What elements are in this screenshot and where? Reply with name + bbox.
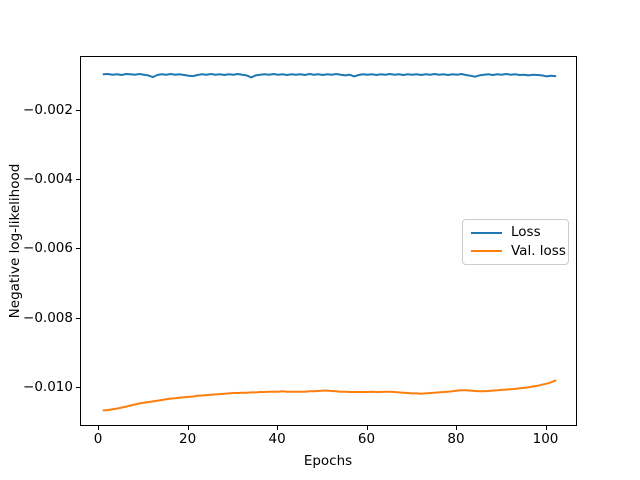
- x-tick-mark: [187, 426, 189, 430]
- x-tick-mark: [456, 426, 457, 430]
- x-tick-label: 40: [268, 431, 286, 447]
- x-tick-label: 0: [93, 431, 103, 447]
- y-tick-label: −0.008: [23, 309, 73, 326]
- x-tick-mark: [545, 426, 547, 430]
- legend-label-val-loss: Val. loss: [511, 242, 566, 259]
- val-loss-line-sample-icon: [471, 250, 502, 253]
- x-tick-mark: [277, 426, 279, 430]
- y-tick-mark: [76, 109, 80, 111]
- y-tick-label: −0.004: [23, 171, 73, 187]
- x-tick-label: 20: [179, 431, 197, 447]
- y-tick-mark: [76, 248, 80, 250]
- x-tick-mark: [98, 426, 100, 430]
- y-tick-label: −0.006: [23, 240, 73, 257]
- x-tick-label: 60: [357, 431, 376, 447]
- x-tick-label: 100: [532, 431, 559, 447]
- loss-line-sample-icon: [471, 231, 502, 234]
- x-tick-label: 80: [447, 431, 465, 447]
- x-axis-label: Epochs: [303, 453, 353, 469]
- y-tick-label: −0.002: [23, 101, 73, 118]
- series-line-loss: [102, 73, 557, 79]
- x-tick-mark: [366, 426, 368, 430]
- legend-item-val-loss: Val. loss: [471, 244, 566, 259]
- legend: Loss Val. loss: [462, 219, 569, 265]
- plot-area-svg: [102, 73, 557, 412]
- legend-label-loss: Loss: [511, 224, 541, 240]
- y-tick-mark: [76, 179, 80, 180]
- legend-item-loss: Loss: [471, 224, 560, 240]
- y-tick-label: −0.010: [23, 378, 73, 395]
- series-line-val-loss: [102, 379, 557, 412]
- y-tick-mark: [76, 386, 80, 388]
- y-tick-mark: [76, 317, 80, 319]
